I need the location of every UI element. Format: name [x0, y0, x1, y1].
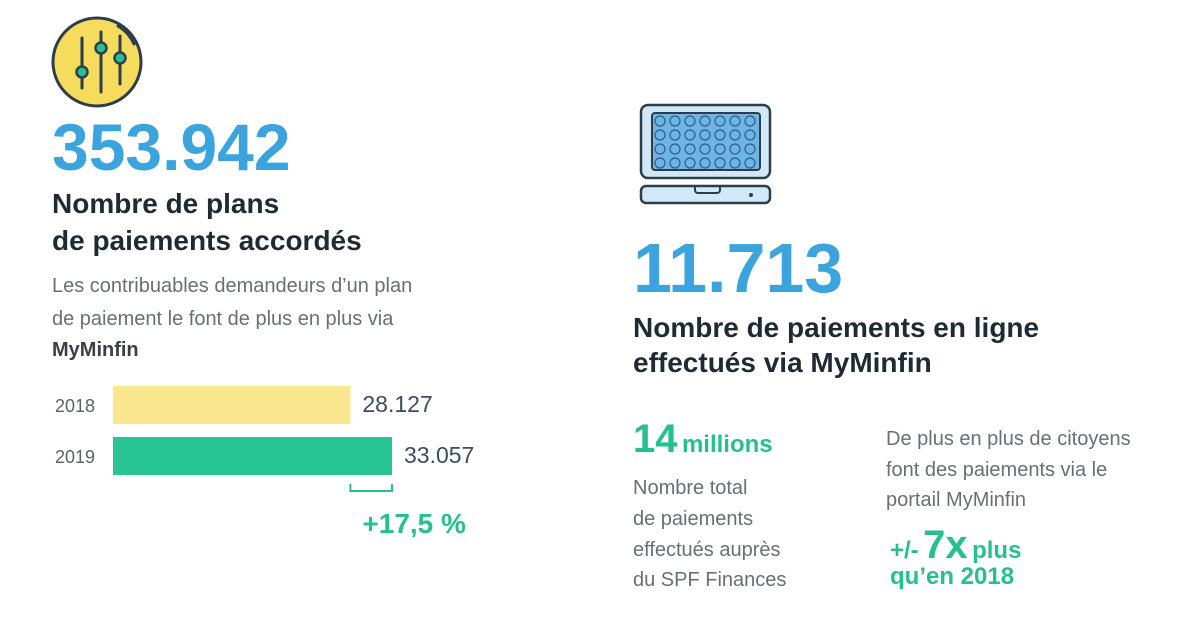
big-number: 353.942 — [52, 110, 291, 184]
screen-pattern — [729, 115, 741, 127]
title-line: effectués via MyMinfin — [633, 347, 932, 378]
bar — [113, 437, 392, 475]
big-number: 11.713 — [633, 229, 843, 307]
trend-description: font des paiements via le — [886, 459, 1107, 481]
stat-description: du SPF Finances — [633, 569, 786, 591]
screen-pattern — [714, 115, 726, 127]
screen-pattern — [654, 143, 666, 155]
screen-pattern — [729, 143, 741, 155]
screen-pattern — [684, 143, 696, 155]
description-line: Les contribuables demandeurs d’un plan — [52, 275, 412, 297]
screen-pattern — [699, 157, 711, 169]
trend-heading: +/- 7x plus — [890, 523, 1021, 567]
screen-pattern — [714, 143, 726, 155]
screen-pattern — [699, 129, 711, 141]
title-line: de paiements accordés — [52, 225, 362, 256]
annotation: +17,5 % — [362, 508, 466, 539]
screen-pattern — [714, 157, 726, 169]
stat-description: de paiements — [633, 508, 753, 530]
trend-description: portail MyMinfin — [886, 489, 1026, 511]
screen-pattern — [684, 157, 696, 169]
screen-pattern — [669, 157, 681, 169]
stat-number: 14 — [633, 417, 678, 461]
screen-pattern — [684, 115, 696, 127]
value-label: 33.057 — [404, 442, 474, 468]
title-line: Nombre de plans — [52, 188, 279, 219]
screen-pattern — [654, 129, 666, 141]
category-label: 2018 — [55, 396, 95, 416]
bar — [113, 386, 351, 424]
category-label: 2019 — [55, 447, 95, 467]
trend-line: qu’en 2018 — [890, 563, 1014, 590]
screen-pattern — [744, 157, 756, 169]
difference-bracket — [349, 484, 393, 492]
stat-unit: millions — [682, 431, 773, 458]
screen-pattern — [654, 157, 666, 169]
screen-pattern — [729, 129, 741, 141]
screen-pattern — [684, 129, 696, 141]
description-line: MyMinfin — [52, 339, 139, 361]
stat-description: Nombre total — [633, 477, 748, 499]
screen-pattern — [669, 143, 681, 155]
screen-pattern — [669, 129, 681, 141]
stat-heading: 14 millions — [633, 417, 773, 461]
screen-pattern — [744, 143, 756, 155]
trend-suffix: plus — [972, 537, 1021, 564]
trend-description: De plus en plus de citoyens — [886, 428, 1131, 450]
trend-prefix: +/- — [890, 537, 919, 564]
screen-pattern — [744, 115, 756, 127]
screen-pattern — [729, 157, 741, 169]
screen-pattern — [714, 129, 726, 141]
sliders-icon — [51, 16, 143, 108]
stat-description: effectués auprès — [633, 539, 781, 561]
screen-pattern — [699, 143, 711, 155]
title-line: Nombre de paiements en ligne — [633, 312, 1039, 343]
laptop-icon — [639, 103, 772, 205]
description-line: de paiement le font de plus en plus via — [52, 308, 394, 330]
screen-pattern — [654, 115, 666, 127]
trend-number: 7x — [923, 523, 968, 567]
value-label: 28.127 — [362, 391, 432, 417]
screen-pattern — [669, 115, 681, 127]
screen-pattern — [744, 129, 756, 141]
screen-pattern — [699, 115, 711, 127]
